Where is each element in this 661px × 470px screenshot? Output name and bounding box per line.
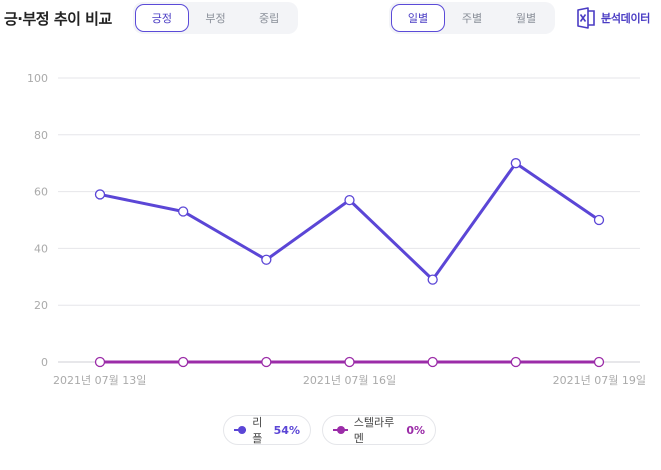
legend-percent: 0%: [406, 423, 425, 437]
period-tab-group: 일별 주별 월별: [389, 2, 555, 34]
y-tick-label: 0: [41, 356, 48, 369]
data-point[interactable]: [593, 214, 605, 226]
y-tick-label: 40: [34, 242, 48, 255]
legend-item-stellar[interactable]: 스텔라루멘 0%: [322, 415, 436, 445]
tab-weekly[interactable]: 주별: [461, 12, 483, 25]
data-point[interactable]: [427, 274, 438, 285]
data-point[interactable]: [261, 356, 272, 368]
tab-daily[interactable]: 일별: [391, 4, 445, 32]
series-line: [99, 161, 600, 282]
data-point[interactable]: [178, 206, 189, 217]
sentiment-tab-group: 긍정 부정 중립: [133, 2, 298, 34]
export-label: 분석데이터: [601, 12, 651, 25]
x-tick-label: 2021년 07월 13일: [53, 373, 146, 387]
y-tick-label: 100: [27, 72, 48, 85]
data-point[interactable]: [427, 356, 438, 368]
y-tick-label: 60: [34, 186, 48, 199]
legend-label: 리플: [252, 416, 263, 445]
series-marker-icon: [234, 425, 247, 435]
data-point[interactable]: [261, 254, 272, 265]
data-point[interactable]: [178, 356, 189, 368]
x-tick-label: 2021년 07월 16일: [303, 373, 396, 387]
data-point[interactable]: [510, 356, 521, 368]
page-title: 긍·부정 추이 비교: [4, 10, 112, 28]
data-point[interactable]: [344, 356, 355, 368]
tab-negative[interactable]: 부정: [205, 12, 226, 25]
data-point[interactable]: [94, 189, 106, 200]
x-tick-label: 2021년 07월 19일: [553, 373, 646, 387]
legend-item-ripple[interactable]: 리플 54%: [223, 415, 311, 445]
export-data-button[interactable]: 분석데이터: [576, 7, 650, 29]
series-marker-icon: [333, 425, 348, 435]
excel-icon: [577, 7, 595, 29]
y-tick-label: 80: [34, 129, 48, 142]
data-point[interactable]: [593, 356, 605, 368]
legend-label: 스텔라루멘: [353, 416, 395, 445]
legend-percent: 54%: [273, 423, 300, 437]
tab-positive[interactable]: 긍정: [135, 4, 189, 32]
data-point[interactable]: [510, 158, 521, 169]
data-point[interactable]: [94, 356, 106, 368]
data-point[interactable]: [344, 194, 355, 206]
y-tick-label: 20: [34, 299, 48, 312]
tab-neutral[interactable]: 중립: [259, 12, 280, 25]
tab-monthly[interactable]: 월별: [515, 12, 537, 25]
